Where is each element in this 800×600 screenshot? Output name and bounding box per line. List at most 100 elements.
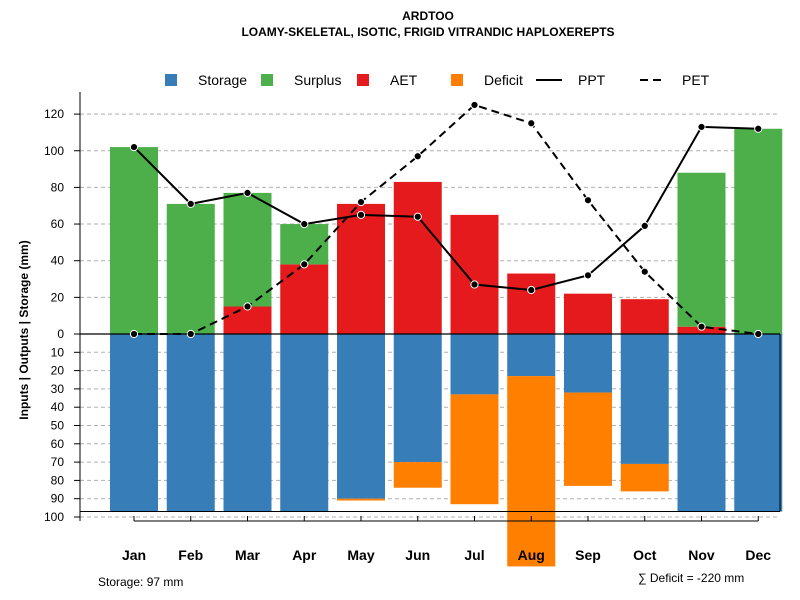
pet-point — [583, 196, 593, 205]
storage-bar — [677, 334, 726, 512]
storage-bar — [166, 334, 215, 512]
storage-bar — [337, 334, 385, 499]
aet-bar — [450, 214, 499, 334]
storage-bar — [393, 334, 442, 463]
ppt-point — [470, 280, 479, 289]
month-label: May — [347, 547, 374, 563]
aet-bar — [507, 273, 556, 334]
y-tick-label: 100 — [44, 144, 64, 158]
chart-subtitle: LOAMY-SKELETAL, ISOTIC, FRIGID VITRANDIC… — [241, 25, 614, 39]
ppt-point — [697, 122, 706, 132]
aet-bar — [223, 306, 272, 334]
pet-point — [697, 322, 706, 331]
surplus-bar — [734, 128, 783, 334]
legend-label-aet: AET — [390, 72, 418, 88]
ppt-point — [356, 210, 366, 219]
y-tick-label: 10 — [51, 345, 65, 359]
upper-bars — [110, 128, 783, 334]
x-axis: Jan Feb Mar Apr May Jun Jul Aug Sep Oct Nov Dec — [122, 516, 771, 563]
pet-point — [186, 329, 195, 339]
deficit-bar — [337, 498, 385, 501]
aet-bar — [620, 299, 669, 334]
aet-bar — [280, 264, 329, 334]
legend-label-surplus: Surplus — [294, 72, 341, 88]
plot-frame — [79, 92, 781, 521]
storage-bar — [110, 334, 158, 512]
storage-bar — [450, 334, 499, 395]
legend-label-ppt: PPT — [578, 72, 606, 88]
deficit-bar — [620, 463, 669, 492]
ppt-point — [413, 212, 422, 221]
pet-point — [413, 152, 422, 161]
storage-footer: Storage: 97 mm — [98, 575, 183, 589]
month-label: Aug — [518, 547, 545, 563]
ppt-point — [527, 285, 536, 295]
deficit-bar — [393, 462, 442, 488]
month-label: Oct — [633, 547, 657, 563]
storage-bar — [507, 334, 556, 377]
pet-point — [129, 329, 139, 339]
month-label: Mar — [235, 547, 260, 563]
aet-bar — [337, 203, 385, 334]
aet-bar — [393, 181, 442, 334]
pet-line — [134, 103, 759, 335]
pet-point — [470, 100, 479, 110]
ppt-point — [583, 271, 593, 280]
y-tick-label: 120 — [44, 107, 64, 121]
surplus-bar — [166, 203, 215, 334]
month-label: Feb — [178, 547, 203, 563]
storage-bar — [280, 334, 329, 512]
chart-title: ARDTOO — [402, 9, 454, 23]
y-tick-label: 30 — [51, 382, 65, 396]
deficit-bar — [507, 376, 556, 567]
deficit-bar — [450, 394, 499, 505]
y-tick-label: 80 — [51, 180, 65, 194]
ppt-point — [186, 199, 195, 208]
y-tick-label: 80 — [51, 473, 65, 487]
legend-swatch-surplus — [261, 74, 273, 86]
month-label: Jul — [464, 547, 484, 563]
pet-point — [300, 260, 309, 269]
pet-point — [356, 197, 366, 207]
ppt-point — [129, 142, 139, 152]
y-tick-label: 20 — [51, 364, 65, 378]
surplus-bar — [280, 224, 329, 265]
legend-swatch-aet — [357, 74, 369, 86]
surplus-bar — [110, 147, 158, 334]
month-label: Sep — [575, 547, 601, 563]
month-label: Dec — [745, 547, 771, 563]
y-tick-label: 60 — [51, 437, 65, 451]
ppt-line — [133, 125, 759, 292]
y-tick-label: 40 — [51, 254, 65, 268]
storage-bar — [620, 334, 669, 464]
storage-bar — [564, 334, 612, 393]
storage-bar — [223, 334, 272, 512]
legend-label-deficit: Deficit — [484, 72, 523, 88]
y-tick-label: 100 — [44, 510, 64, 524]
legend-label-pet: PET — [682, 72, 710, 88]
legend-swatch-storage — [165, 74, 177, 86]
ppt-point — [300, 219, 309, 229]
month-label: Jan — [122, 547, 146, 563]
pet-point — [243, 302, 252, 311]
y-tick-label: 50 — [51, 419, 65, 433]
y-axis-label: Inputs | Outputs | Storage (mm) — [17, 240, 31, 419]
month-label: Nov — [688, 547, 715, 563]
y-tick-label: 0 — [57, 327, 64, 341]
month-label: Apr — [292, 547, 317, 563]
storage-bar — [734, 334, 783, 512]
ppt-point — [243, 188, 252, 197]
month-label: Jun — [405, 547, 430, 563]
deficit-bar — [564, 392, 612, 486]
legend-label-storage: Storage — [198, 72, 247, 88]
y-tick-label: 70 — [51, 455, 65, 469]
aet-bar — [564, 293, 612, 334]
pet-point — [527, 119, 536, 128]
series-lines — [129, 100, 763, 339]
ppt-point — [640, 221, 649, 230]
y-tick-label: 40 — [51, 400, 65, 414]
ppt-point — [754, 124, 763, 133]
pet-point — [640, 267, 649, 276]
y-tick-label: 60 — [51, 217, 65, 231]
